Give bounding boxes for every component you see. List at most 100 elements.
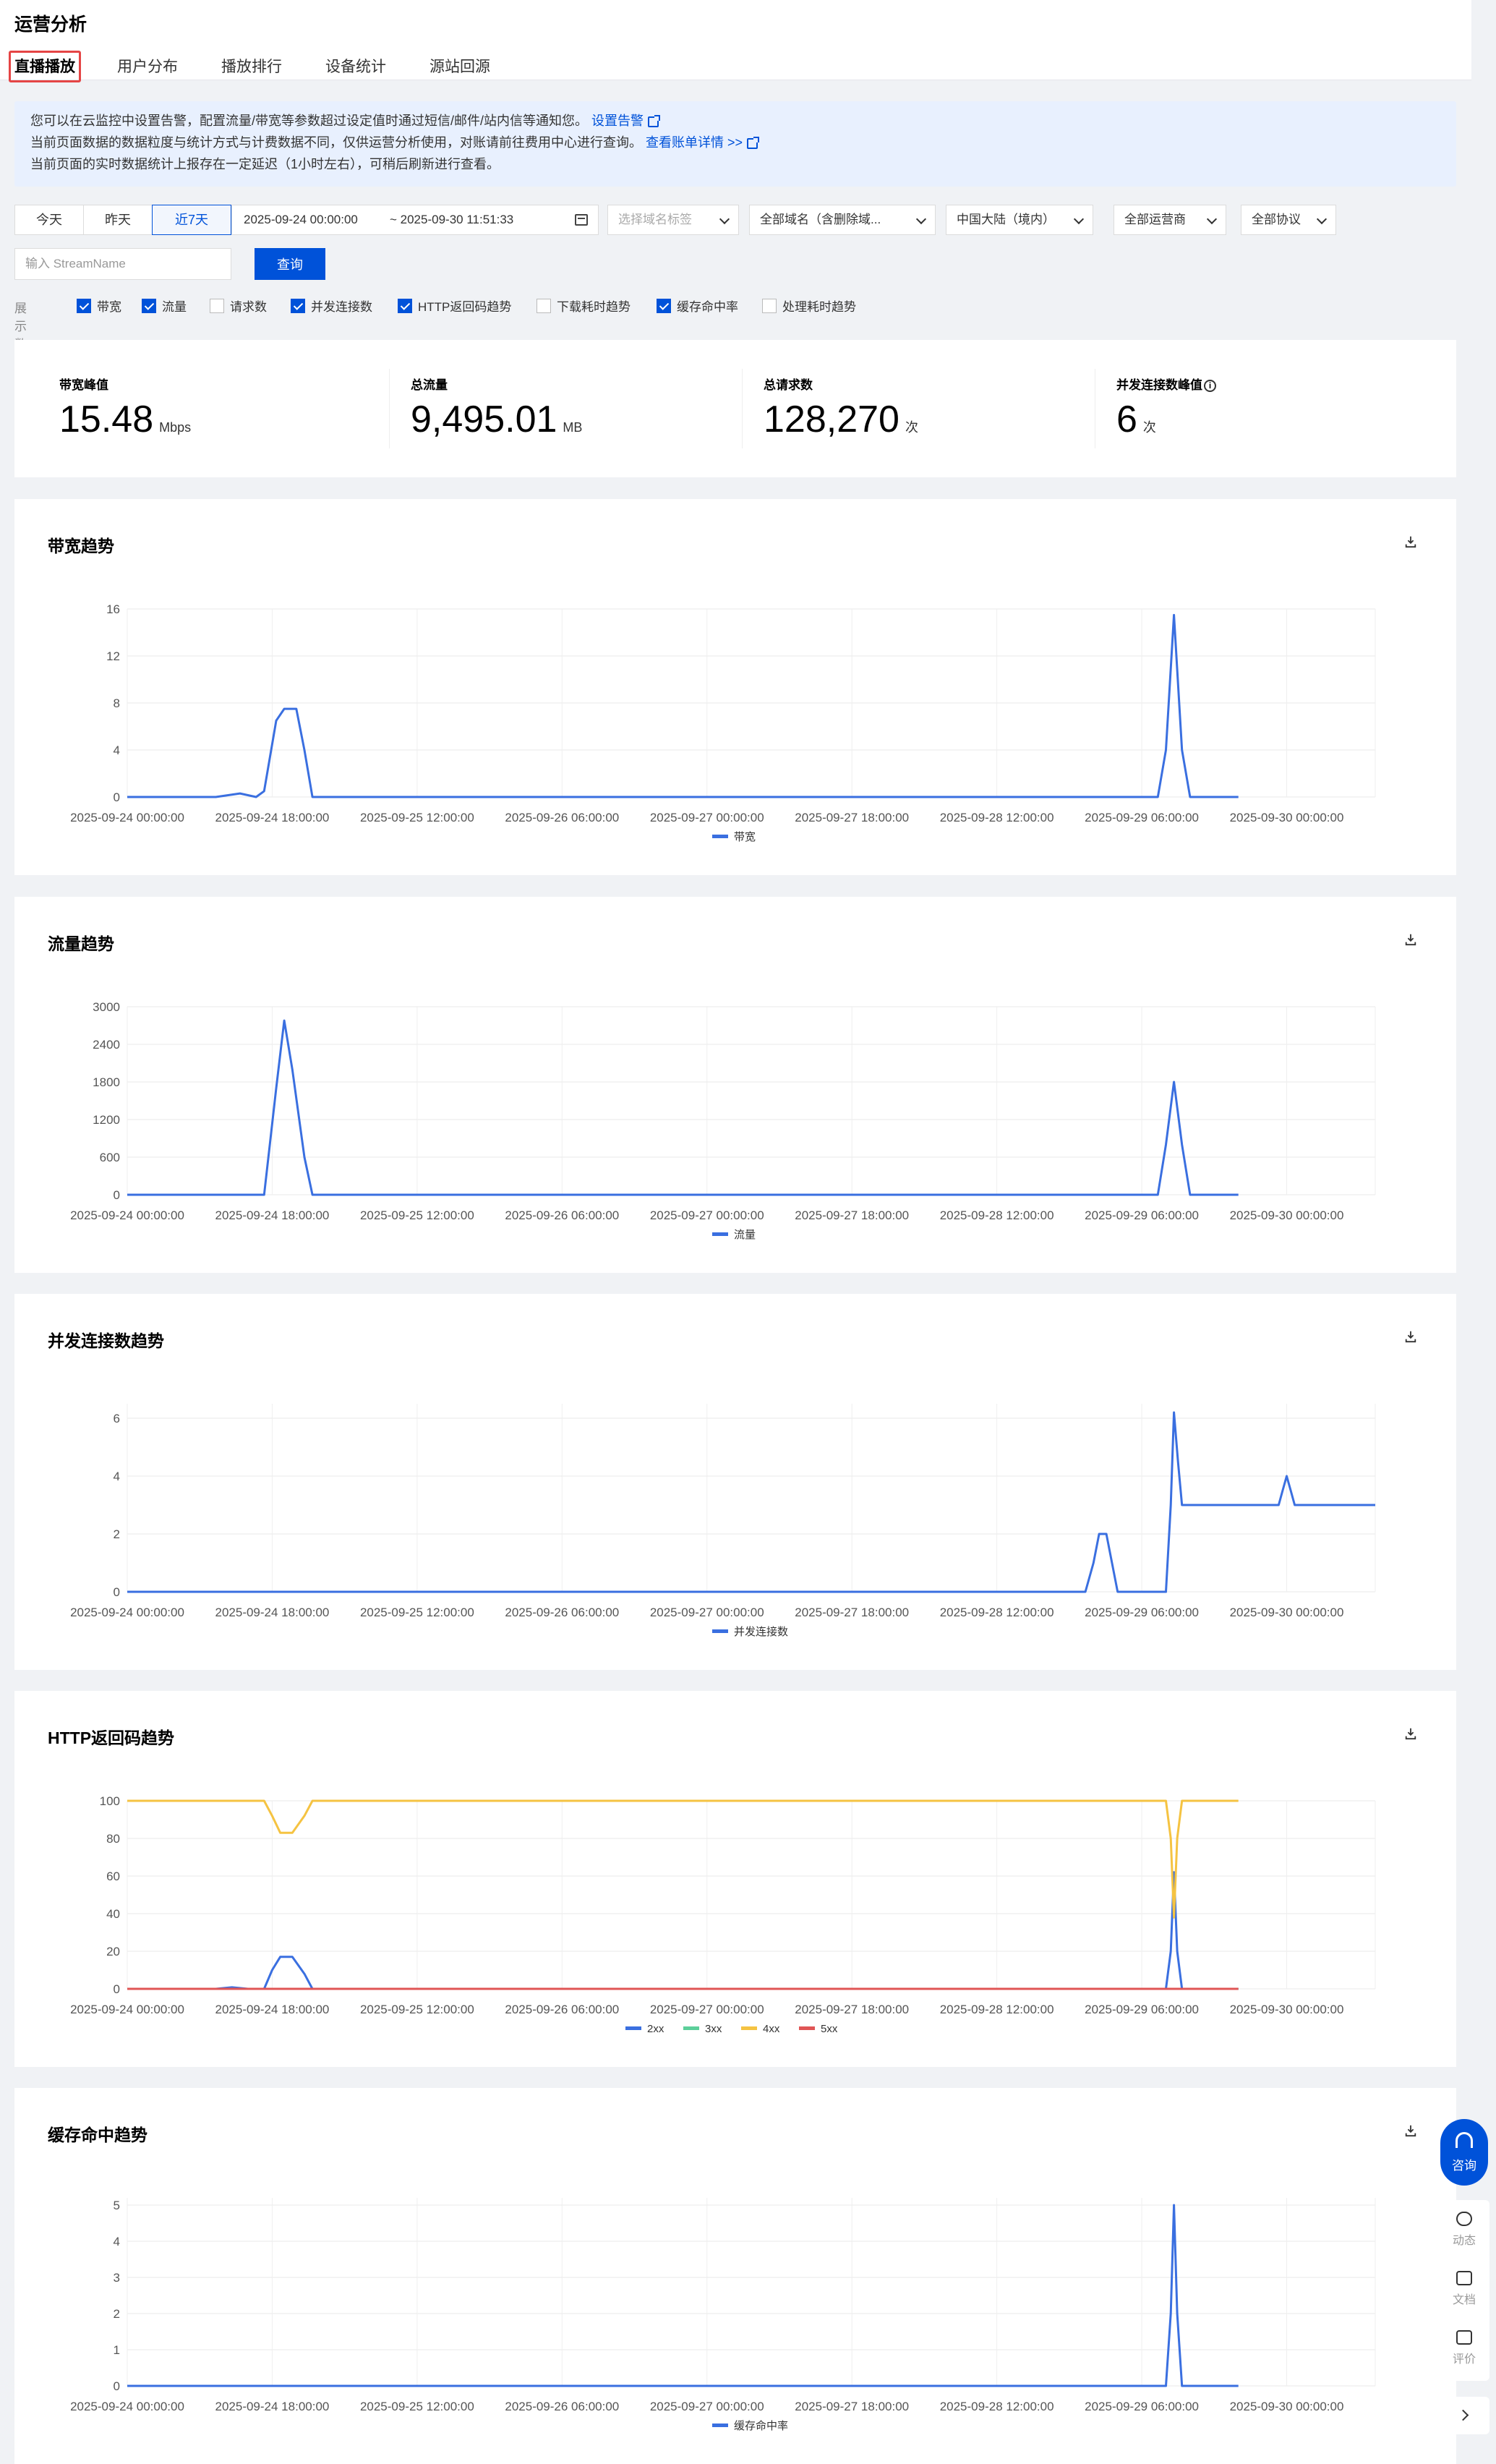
y-tick-label: 20: [106, 1945, 120, 1958]
checkbox-cache-hit[interactable]: 缓存命中率: [657, 297, 738, 315]
y-tick-label: 1: [114, 2343, 120, 2357]
checkbox-process-time[interactable]: 处理耗时趋势: [762, 297, 856, 315]
x-tick-label: 2025-09-30 00:00:00: [1230, 2400, 1344, 2413]
isp-select[interactable]: 全部运营商: [1114, 205, 1226, 235]
legend-label[interactable]: 2xx: [647, 2023, 664, 2035]
y-tick-label: 0: [114, 1585, 120, 1599]
chart-svg: 0 4 8 12 16 2025-09-24 00:00:00 2025-09-24 18:…: [70, 602, 1376, 843]
y-tick-label: 12: [106, 649, 120, 663]
checkbox-label: 流量: [162, 300, 187, 314]
x-tick-label: 2025-09-27 18:00:00: [795, 1606, 909, 1619]
download-icon[interactable]: [1404, 1330, 1417, 1343]
date-range-picker[interactable]: 2025-09-24 00:00:00 ~ 2025-09-30 11:51:3…: [231, 205, 599, 235]
legend-swatch[interactable]: [683, 2026, 699, 2030]
y-tick-label: 0: [114, 790, 120, 804]
consult-button[interactable]: 咨询: [1440, 2119, 1488, 2186]
y-tick-label: 1200: [93, 1113, 120, 1127]
legend-swatch[interactable]: [712, 2423, 728, 2427]
legend-label[interactable]: 3xx: [705, 2023, 722, 2035]
set-alarm-link[interactable]: 设置告警: [591, 114, 661, 128]
view-bill-link[interactable]: 查看账单详情 >>: [646, 135, 760, 150]
range-7days-button[interactable]: 近7天: [152, 205, 231, 235]
legend-label[interactable]: 流量: [734, 1229, 756, 1241]
legend-label[interactable]: 并发连接数: [734, 1626, 788, 1638]
legend-swatch[interactable]: [625, 2026, 641, 2030]
y-tick-label: 5: [114, 2199, 120, 2212]
series-line[interactable]: [127, 1799, 1239, 1919]
checkbox-traffic[interactable]: 流量: [142, 297, 187, 315]
x-tick-label: 2025-09-25 12:00:00: [360, 1606, 474, 1619]
range-yesterday-button[interactable]: 昨天: [83, 205, 153, 235]
protocol-select[interactable]: 全部协议: [1241, 205, 1336, 235]
y-tick-label: 2: [114, 1527, 120, 1541]
series-line[interactable]: [127, 1411, 1375, 1593]
x-tick-label: 2025-09-28 12:00:00: [940, 2400, 1054, 2413]
checkbox-concurrent[interactable]: 并发连接数: [291, 297, 372, 315]
tab-live-playback[interactable]: 直播播放: [9, 51, 81, 82]
checkbox-box: [142, 298, 156, 313]
domain-tag-select[interactable]: 选择域名标签: [607, 205, 739, 235]
download-icon[interactable]: [1404, 1727, 1417, 1740]
chevron-down-icon: [915, 213, 927, 225]
x-tick-label: 2025-09-24 18:00:00: [215, 2400, 330, 2413]
x-tick-label: 2025-09-29 06:00:00: [1085, 811, 1199, 824]
range-today-button[interactable]: 今天: [14, 205, 84, 235]
legend-swatch[interactable]: [712, 835, 728, 838]
review-button[interactable]: 评价: [1439, 2330, 1489, 2366]
y-tick-label: 600: [100, 1151, 120, 1164]
series-line[interactable]: [127, 2204, 1239, 2387]
legend-label[interactable]: 带宽: [734, 831, 756, 843]
tab-origin-pull[interactable]: 源站回源: [429, 59, 490, 75]
legend-swatch[interactable]: [712, 1232, 728, 1236]
legend-swatch[interactable]: [741, 2026, 757, 2030]
legend-label[interactable]: 4xx: [763, 2023, 780, 2035]
x-tick-label: 2025-09-27 00:00:00: [650, 1606, 764, 1619]
x-tick-label: 2025-09-24 00:00:00: [70, 811, 184, 824]
checkbox-bandwidth[interactable]: 带宽: [77, 297, 121, 315]
series-line[interactable]: [127, 1019, 1239, 1196]
tab-device-stats[interactable]: 设备统计: [325, 59, 386, 75]
series-line[interactable]: [127, 1871, 1239, 1990]
info-icon[interactable]: i: [1204, 380, 1216, 393]
legend-label[interactable]: 缓存命中率: [734, 2419, 788, 2432]
checkbox-requests[interactable]: 请求数: [210, 297, 267, 315]
x-tick-label: 2025-09-28 12:00:00: [940, 1606, 1054, 1619]
legend-swatch[interactable]: [799, 2026, 815, 2030]
chevron-right-icon[interactable]: [1439, 2397, 1489, 2434]
tab-playback-ranking[interactable]: 播放排行: [221, 59, 282, 75]
news-button[interactable]: 动态: [1439, 2212, 1489, 2248]
docs-button[interactable]: 文档: [1439, 2271, 1489, 2307]
legend-swatch[interactable]: [712, 1629, 728, 1633]
x-tick-label: 2025-09-25 12:00:00: [360, 811, 474, 824]
comment-icon: [1456, 2330, 1472, 2345]
chart-card: 流量趋势 0 600 1200 1800 2400 3000 2025-09-24 00:00…: [14, 897, 1456, 1273]
download-icon[interactable]: [1404, 2124, 1417, 2137]
chart-card: 缓存命中趋势 0 1 2 3 4 5 2025-09-24 00:00:00 2025-09-2…: [14, 2088, 1456, 2464]
chart-title: 流量趋势: [48, 934, 114, 953]
checkbox-label: 缓存命中率: [677, 300, 738, 314]
tab-user-distribution[interactable]: 用户分布: [117, 59, 178, 75]
checkbox-download-time[interactable]: 下载耗时趋势: [537, 297, 631, 315]
tool-label: 动态: [1452, 2235, 1476, 2247]
checkbox-http-code[interactable]: HTTP返回码趋势: [398, 297, 511, 315]
x-tick-label: 2025-09-27 18:00:00: [795, 2003, 909, 2016]
query-button[interactable]: 查询: [255, 248, 325, 280]
x-tick-label: 2025-09-29 06:00:00: [1085, 2003, 1199, 2016]
stream-name-input[interactable]: 输入 StreamName: [14, 248, 231, 280]
download-icon[interactable]: [1404, 535, 1417, 548]
legend-label[interactable]: 5xx: [821, 2023, 838, 2035]
region-select[interactable]: 中国大陆（境内）: [946, 205, 1093, 235]
series-line[interactable]: [127, 613, 1239, 798]
select-value: 选择域名标签: [618, 213, 692, 226]
chart-card: 并发连接数趋势 0 2 4 6 2025-09-24 00:00:00 2025-09-24…: [14, 1294, 1456, 1670]
cloud-icon: [1456, 2212, 1472, 2226]
page-title: 运营分析: [14, 14, 87, 35]
metric-value: 6: [1116, 398, 1137, 440]
metric-label: 带宽峰值: [59, 378, 108, 392]
domain-select[interactable]: 全部域名（含删除域...: [749, 205, 936, 235]
download-icon[interactable]: [1404, 933, 1417, 946]
date-end: ~ 2025-09-30 11:51:33: [390, 213, 514, 226]
x-tick-label: 2025-09-25 12:00:00: [360, 2400, 474, 2413]
notice-line: 您可以在云监控中设置告警，配置流量/带宽等参数超过设定值时通过短信/邮件/站内信…: [30, 114, 588, 128]
y-tick-label: 4: [114, 1470, 120, 1483]
